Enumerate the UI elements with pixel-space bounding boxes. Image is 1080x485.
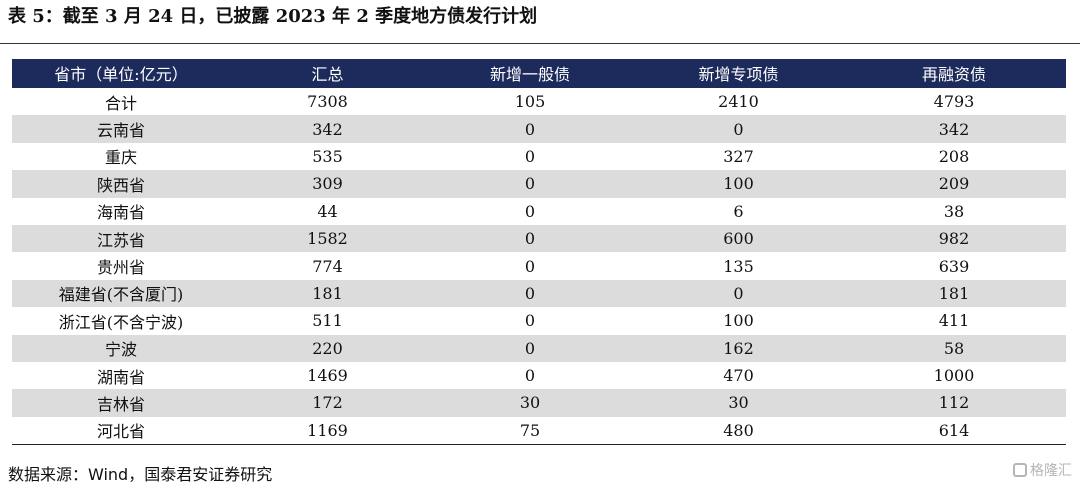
table-row: 海南省 44 0 6 38	[12, 198, 1066, 225]
value-cell: 0	[524, 201, 536, 221]
value-cell: 2410	[718, 92, 759, 112]
value-cell: 480	[635, 416, 842, 446]
value-cell: 0	[524, 146, 536, 166]
table-row: 贵州省 774 0 135 639	[12, 252, 1066, 279]
value-cell: 0	[425, 170, 635, 198]
region-cell: 吉林省	[12, 389, 230, 417]
value-cell: 30	[425, 389, 635, 417]
value-cell: 1469	[307, 366, 348, 386]
region-cell: 宁波	[12, 334, 230, 362]
value-cell: 100	[635, 170, 842, 198]
table-title: 表 5：截至 3 月 24 日，已披露 2023 年 2 季度地方债发行计划	[8, 6, 538, 27]
table-row: 吉林省 172 30 30 112	[12, 389, 1066, 417]
value-cell: 162	[635, 334, 842, 362]
source-note: 数据来源：Wind，国泰君安证券研究	[8, 465, 273, 484]
value-cell: 309	[230, 170, 425, 198]
column-header: 省市（单位:亿元）	[12, 59, 230, 88]
region-cell: 湖南省	[96, 367, 145, 387]
table-row: 湖南省 1469 0 470 1000	[12, 362, 1066, 389]
column-header: 再融资债	[842, 59, 1066, 88]
value-cell: 208	[938, 146, 970, 166]
value-cell: 100	[723, 311, 754, 331]
table-row: 陕西省 309 0 100 209	[12, 170, 1066, 198]
value-cell: 44	[317, 201, 338, 221]
value-cell: 0	[524, 311, 536, 331]
value-cell: 220	[230, 334, 425, 362]
region-cell: 江苏省	[12, 224, 230, 253]
value-cell: 0	[425, 279, 635, 308]
value-cell: 0	[635, 115, 842, 143]
value-cell: 1582	[230, 224, 425, 253]
region-cell: 重庆	[104, 148, 137, 168]
value-cell: 58	[842, 334, 1066, 362]
value-cell: 209	[842, 170, 1066, 198]
region-cell: 浙江省(不含宁波)	[58, 312, 184, 332]
table-row: 江苏省 1582 0 600 982	[12, 224, 1066, 253]
watermark-text: 格隆汇	[1030, 463, 1072, 479]
bond-issuance-table: 省市（单位:亿元） 汇总 新增一般债 新增专项债 再融资债 合计 7308 105 2…	[12, 59, 1066, 446]
value-cell: 0	[524, 366, 536, 386]
logo-icon	[1013, 463, 1027, 477]
title-divider	[0, 43, 1080, 44]
value-cell: 1000	[933, 366, 975, 386]
region-cell: 云南省	[12, 115, 230, 143]
value-cell: 0	[635, 279, 842, 308]
value-cell: 75	[425, 416, 635, 446]
value-cell: 105	[514, 92, 546, 112]
value-cell: 982	[842, 224, 1066, 253]
value-cell: 411	[938, 311, 970, 331]
value-cell: 774	[312, 256, 343, 276]
table-header-row: 省市（单位:亿元） 汇总 新增一般债 新增专项债 再融资债	[12, 59, 1066, 88]
region-cell: 合计	[104, 93, 137, 113]
watermark-logo: 格隆汇	[1013, 460, 1072, 480]
value-cell: 639	[938, 256, 970, 276]
value-cell: 614	[842, 416, 1066, 446]
column-header: 新增专项债	[635, 59, 842, 88]
column-header: 新增一般债	[425, 59, 635, 88]
table-row: 福建省(不含厦门) 181 0 0 181	[12, 279, 1066, 308]
region-cell: 贵州省	[96, 258, 145, 278]
value-cell: 4793	[933, 92, 975, 112]
region-cell: 海南省	[96, 203, 145, 223]
value-cell: 0	[425, 224, 635, 253]
table-row: 重庆 535 0 327 208	[12, 143, 1066, 170]
value-cell: 38	[943, 201, 965, 221]
value-cell: 342	[230, 115, 425, 143]
value-cell: 0	[524, 256, 536, 276]
value-cell: 470	[723, 366, 754, 386]
value-cell: 535	[312, 146, 343, 166]
table-row: 河北省 1169 75 480 614	[12, 416, 1066, 446]
value-cell: 1169	[230, 416, 425, 446]
table-row: 宁波 220 0 162 58	[12, 334, 1066, 362]
value-cell: 0	[425, 334, 635, 362]
value-cell: 181	[230, 279, 425, 308]
table-row: 浙江省(不含宁波) 511 0 100 411	[12, 307, 1066, 334]
column-header: 汇总	[230, 59, 425, 88]
region-cell: 河北省	[12, 416, 230, 446]
value-cell: 6	[733, 201, 744, 221]
value-cell: 112	[842, 389, 1066, 417]
value-cell: 135	[723, 256, 754, 276]
value-cell: 7308	[307, 92, 348, 112]
value-cell: 172	[230, 389, 425, 417]
value-cell: 342	[842, 115, 1066, 143]
value-cell: 600	[635, 224, 842, 253]
value-cell: 181	[842, 279, 1066, 308]
value-cell: 327	[723, 146, 754, 166]
value-cell: 30	[635, 389, 842, 417]
table-row: 合计 7308 105 2410 4793	[12, 87, 1066, 115]
table-row: 云南省 342 0 0 342	[12, 115, 1066, 143]
value-cell: 0	[425, 115, 635, 143]
region-cell: 福建省(不含厦门)	[12, 279, 230, 308]
value-cell: 511	[312, 311, 343, 331]
region-cell: 陕西省	[12, 170, 230, 198]
